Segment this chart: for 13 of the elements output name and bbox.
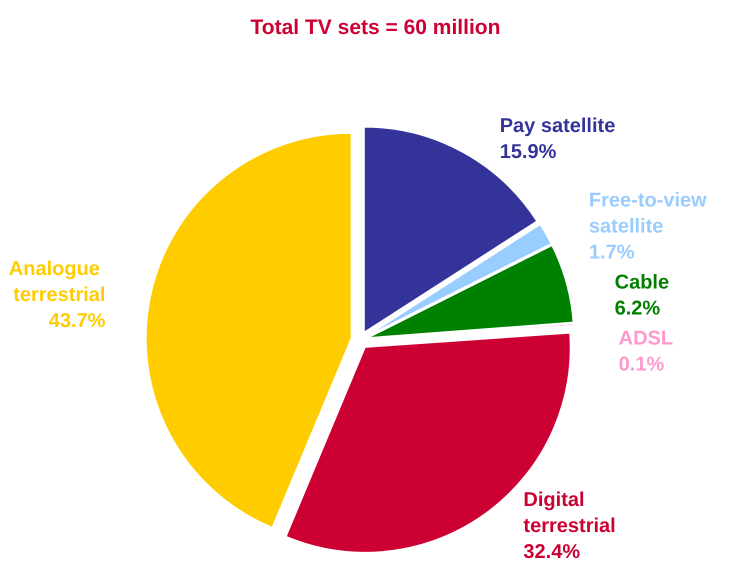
slice-label: Digital terrestrial [523, 489, 616, 538]
slice-label: Pay satellite [500, 114, 616, 137]
chart-title: Total TV sets = 60 million [250, 16, 500, 39]
data-label: 32.4% [523, 541, 580, 564]
slice-label: ADSL [618, 327, 674, 350]
data-label: 6.2% [614, 298, 660, 320]
slice-label: Cable [614, 272, 670, 294]
data-label: 0.1% [618, 353, 664, 376]
data-label: 43.7% [48, 310, 106, 332]
data-label: 15.9% [500, 140, 557, 163]
data-label: 1.7% [588, 242, 635, 264]
slice-label: Analogue terrestrial [8, 258, 106, 306]
slice-label: Free-to-view satellite [588, 190, 712, 238]
